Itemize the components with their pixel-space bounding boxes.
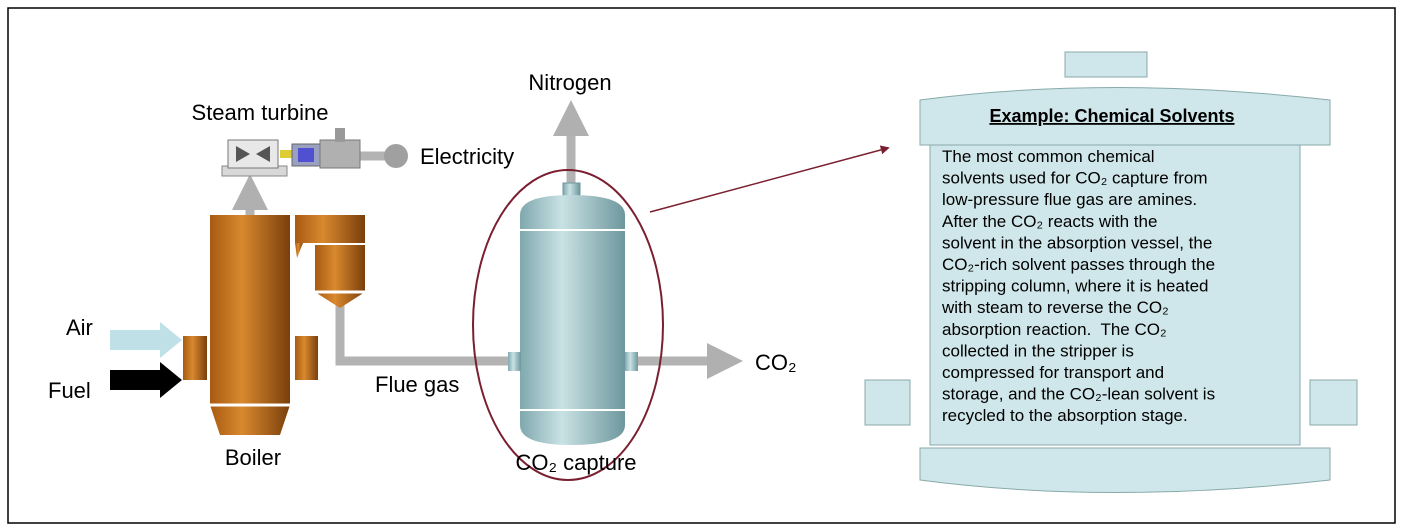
turbine [221,128,361,177]
panel-line: collected in the stripper is [942,341,1134,360]
label: Flue gas [375,372,459,397]
label: Fuel [48,378,91,403]
label: Electricity [420,144,514,169]
label: CO₂ [755,350,797,375]
panel-line: The most common chemical [942,147,1155,166]
panel-title: Example: Chemical Solvents [989,106,1234,126]
panel-line: absorption reaction. The CO₂ [942,320,1167,339]
panel-line: CO₂-rich solvent passes through the [942,255,1215,274]
panel-line: storage, and the CO₂-lean solvent is [942,385,1215,404]
panel-line: stripping column, where it is heated [942,277,1208,296]
label: CO₂ capture [515,450,636,475]
panel-line: After the CO₂ reacts with the [942,212,1157,231]
panel-line: solvents used for CO₂ capture from [942,169,1207,188]
highlight-ring [472,169,664,481]
label: Steam turbine [192,100,329,125]
label: Nitrogen [528,70,611,95]
frame [7,7,1396,524]
boiler-unit [183,215,365,435]
fuel-arrow [110,362,182,398]
panel-line: compressed for transport and [942,363,1164,382]
callout-line [649,145,890,213]
absorber [508,182,638,445]
air-arrow [110,322,182,358]
panel-line: solvent in the absorption vessel, the [942,233,1212,252]
label: Boiler [225,445,281,470]
panel-line: with steam to reverse the CO₂ [941,298,1169,317]
panel-line: recycled to the absorption stage. [942,406,1188,425]
panel-line: low-pressure flue gas are amines. [942,190,1197,209]
panel [864,51,1358,493]
label: Air [66,315,93,340]
electricity-node [384,144,408,168]
